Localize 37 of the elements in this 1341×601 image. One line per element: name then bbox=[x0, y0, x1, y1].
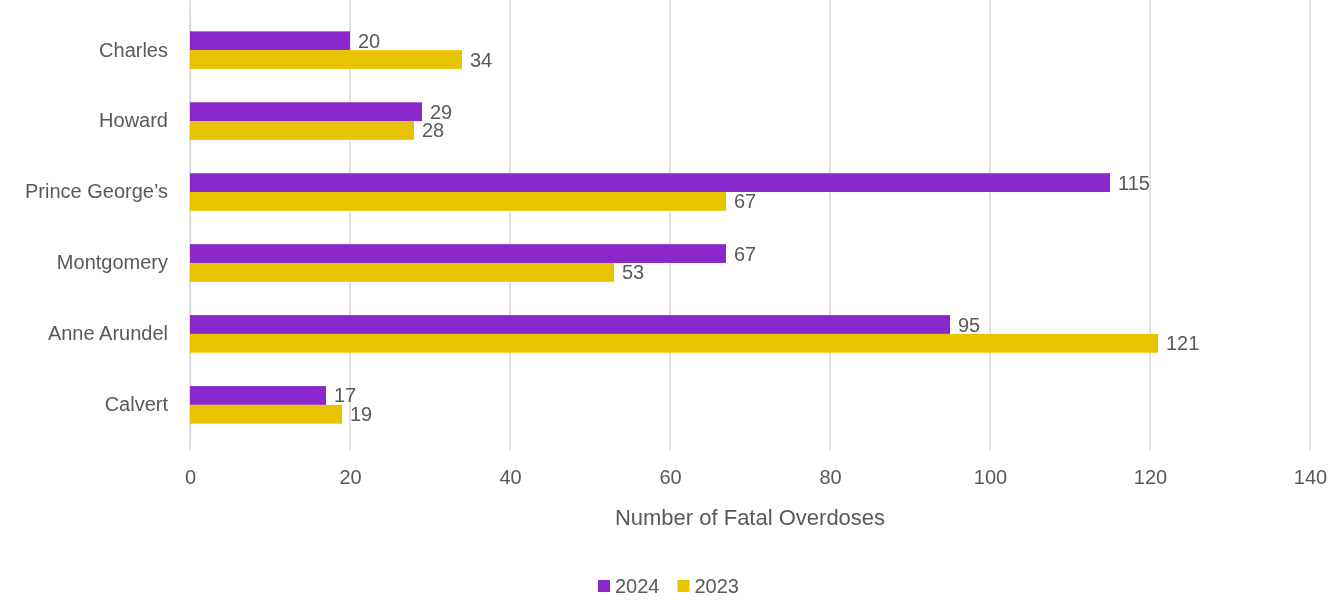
y-tick-label: Prince George’s bbox=[24, 180, 168, 203]
bar bbox=[190, 102, 422, 122]
x-tick-label: 120 bbox=[1133, 466, 1168, 489]
data-label: 34 bbox=[470, 48, 493, 71]
x-tick-label: 140 bbox=[1293, 466, 1328, 489]
data-label: 67 bbox=[734, 190, 757, 213]
bar bbox=[190, 173, 1110, 193]
x-tick-label: 60 bbox=[659, 466, 682, 489]
x-tick-label: 80 bbox=[819, 466, 842, 489]
x-tick-label: 100 bbox=[973, 466, 1008, 489]
bar bbox=[190, 315, 950, 334]
x-tick-label: 20 bbox=[339, 466, 362, 489]
data-label: 115 bbox=[1118, 171, 1150, 194]
y-tick-label: Charles bbox=[99, 38, 168, 61]
data-label: 20 bbox=[358, 29, 381, 52]
y-tick-label: Howard bbox=[99, 109, 168, 132]
bar bbox=[190, 121, 414, 140]
bar bbox=[190, 50, 462, 69]
bar bbox=[190, 192, 726, 211]
bar bbox=[190, 244, 726, 263]
y-tick-label: Anne Arundel bbox=[47, 322, 168, 345]
bar bbox=[190, 262, 614, 282]
bar bbox=[190, 386, 326, 405]
bar bbox=[190, 31, 350, 51]
data-label: 95 bbox=[958, 313, 981, 336]
legend-label: 2024 bbox=[615, 575, 660, 597]
x-tick-label: 0 bbox=[184, 466, 197, 489]
x-axis-title: Number of Fatal Overdoses bbox=[614, 505, 886, 530]
bar bbox=[190, 404, 342, 424]
legend-label: 2023 bbox=[694, 575, 739, 597]
y-tick-label: Montgomery bbox=[56, 251, 168, 274]
y-tick-label: Calvert bbox=[104, 393, 169, 416]
data-label: 121 bbox=[1166, 332, 1200, 355]
data-label: 53 bbox=[622, 261, 645, 284]
data-label: 67 bbox=[734, 242, 757, 265]
bar bbox=[190, 333, 1158, 353]
x-tick-label: 40 bbox=[499, 466, 522, 489]
